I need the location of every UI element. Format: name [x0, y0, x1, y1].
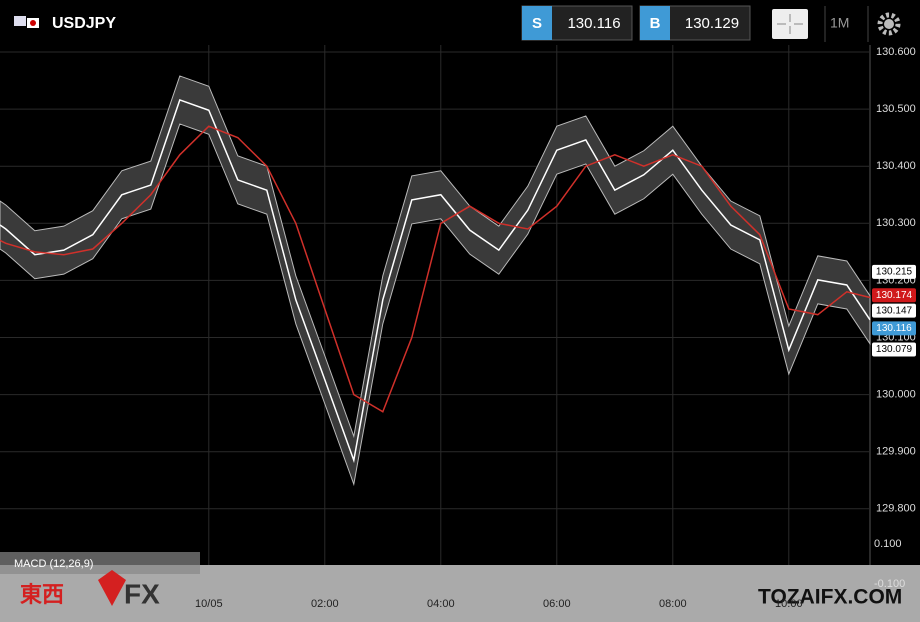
sell-price: 130.116 — [567, 15, 620, 32]
macd-label-bg — [0, 552, 200, 574]
site: TOZAIFX.COM — [758, 586, 902, 609]
settings-hub — [884, 19, 894, 29]
x-tick-label: 08:00 — [659, 598, 687, 610]
price-tag-label: 130.215 — [876, 266, 913, 277]
macd-tick: -0.100 — [874, 578, 905, 590]
flag-us — [14, 16, 26, 26]
price-tag — [872, 321, 916, 336]
timeframe[interactable]: 1M — [830, 15, 849, 31]
price-line — [0, 99, 871, 464]
crosshair-icon — [777, 14, 803, 34]
watermark-strip — [0, 565, 920, 622]
price-tag-label: 130.116 — [876, 323, 912, 334]
price-tag — [872, 342, 916, 357]
crosshair-button[interactable] — [772, 9, 808, 39]
macd-tick: 0.100 — [874, 538, 902, 550]
y-tick-label: 130.600 — [876, 46, 916, 58]
price-tag-label: 130.147 — [876, 305, 913, 316]
y-tick-label: 130.500 — [876, 103, 916, 115]
x-tick-label: 04:00 — [427, 598, 455, 610]
sell-tag — [522, 6, 552, 40]
y-tick-label: 129.800 — [876, 503, 916, 515]
price-tag — [872, 288, 916, 303]
x-tick-label: 10/05 — [195, 598, 223, 610]
price-line — [0, 125, 871, 413]
macd-label: MACD (12,26,9) — [14, 558, 93, 570]
flag-jp-dot — [30, 20, 36, 26]
price-tag — [872, 264, 916, 279]
logo-cn: 東西 — [20, 582, 64, 607]
buy-label: B — [650, 15, 661, 32]
symbol: USDJPY — [52, 15, 116, 32]
logo-mark — [98, 570, 126, 606]
sell-label: S — [532, 15, 542, 32]
price-tag-label: 130.174 — [876, 290, 913, 301]
price-tag-label: 130.079 — [876, 344, 913, 355]
y-tick-label: 130.000 — [876, 389, 916, 401]
buy-price: 130.129 — [685, 15, 739, 32]
logo-fx: FX — [124, 578, 160, 609]
y-tick-label: 130.300 — [876, 217, 916, 229]
band — [0, 75, 871, 487]
x-tick-label: 10:00 — [775, 598, 803, 610]
price-tag — [872, 303, 916, 318]
y-tick-label: 130.400 — [876, 160, 916, 172]
buy-tag — [640, 6, 670, 40]
y-tick-label: 129.900 — [876, 446, 916, 458]
x-tick-label: 02:00 — [311, 598, 339, 610]
settings-icon[interactable] — [877, 12, 901, 36]
x-tick-label: 06:00 — [543, 598, 571, 610]
